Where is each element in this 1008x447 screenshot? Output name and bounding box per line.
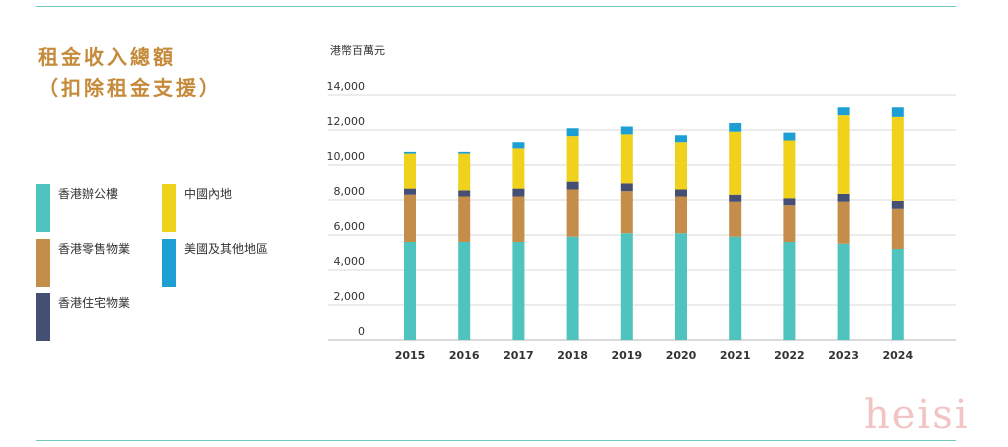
y-tick-label: 10,000 xyxy=(327,150,366,163)
top-rule xyxy=(36,6,956,7)
bar-segment xyxy=(566,236,579,340)
x-tick-label: 2020 xyxy=(666,349,697,362)
x-tick-label: 2016 xyxy=(449,349,480,362)
legend-swatch-hk-retail xyxy=(36,239,50,287)
legend-swatch-hk-office xyxy=(36,184,50,232)
bar-segment xyxy=(566,181,579,190)
bar-segment xyxy=(783,242,796,340)
bar-segment xyxy=(837,193,850,202)
legend-label-hk-office: 香港辦公樓 xyxy=(58,187,119,201)
bar-segment xyxy=(675,196,687,234)
x-tick-label: 2019 xyxy=(611,349,642,362)
bar-segment xyxy=(566,128,579,137)
x-tick-label: 2018 xyxy=(557,349,588,362)
bar-segment xyxy=(404,242,416,340)
bar-segment xyxy=(620,233,633,340)
bar-segment xyxy=(458,190,471,197)
legend-swatch-hk-residential xyxy=(36,293,50,341)
bar-segment xyxy=(783,140,796,199)
x-tick-label: 2022 xyxy=(774,349,805,362)
bar-segment xyxy=(783,198,796,206)
bar-segment xyxy=(837,201,850,244)
legend-label-hk-retail: 香港零售物業 xyxy=(58,242,131,256)
bar-segment xyxy=(404,194,416,242)
bar-segment xyxy=(837,243,850,340)
x-tick-label: 2017 xyxy=(503,349,534,362)
bar-segment xyxy=(729,236,742,340)
x-tick-label: 2024 xyxy=(882,349,913,362)
y-tick-label: 6,000 xyxy=(334,220,366,233)
bar-segment xyxy=(729,131,742,195)
y-tick-label: 14,000 xyxy=(327,80,366,93)
bar-segment xyxy=(783,205,796,242)
bar-segment xyxy=(891,208,904,249)
x-tick-label: 2023 xyxy=(828,349,859,362)
watermark: heisi xyxy=(864,392,970,438)
bar-segment xyxy=(512,142,525,149)
bar-segment xyxy=(512,148,525,189)
bar-segment xyxy=(620,183,633,192)
bar-segment xyxy=(458,196,471,242)
y-tick-label: 8,000 xyxy=(334,185,366,198)
bar-segment xyxy=(512,196,525,242)
y-tick-label: 4,000 xyxy=(334,255,366,268)
bar-segment xyxy=(837,107,850,116)
bar-segment xyxy=(675,233,687,340)
y-tick-label: 0 xyxy=(358,325,365,338)
bar-segment xyxy=(783,132,796,141)
legend-label-mainland: 中國內地 xyxy=(184,187,233,201)
unit-label: 港幣百萬元 xyxy=(330,44,385,57)
bar-segment xyxy=(729,123,742,132)
bar-segment xyxy=(404,188,416,195)
x-tick-label: 2021 xyxy=(720,349,751,362)
y-tick-label: 2,000 xyxy=(334,290,366,303)
bar-segment xyxy=(566,136,579,182)
bar-segment xyxy=(458,153,471,191)
bar-segment xyxy=(675,189,687,197)
bar-segment xyxy=(404,151,416,154)
bar-segment xyxy=(891,200,904,209)
bar-segment xyxy=(458,242,471,340)
legend-label-us-other: 美國及其他地區 xyxy=(184,242,269,256)
bar-segment xyxy=(620,134,633,184)
bar-segment xyxy=(729,194,742,202)
bar-segment xyxy=(512,242,525,340)
chart-subtitle: （扣除租金支援） xyxy=(38,76,222,100)
bar-segment xyxy=(566,189,579,237)
bar-segment xyxy=(458,151,471,154)
bar-segment xyxy=(512,188,525,197)
legend-swatch-us-other xyxy=(162,239,176,287)
bar-segment xyxy=(891,116,904,201)
bar-segment xyxy=(675,142,687,190)
bar-segment xyxy=(891,107,904,117)
chart-title: 租金收入總額 xyxy=(38,45,176,69)
bottom-rule xyxy=(36,440,956,441)
x-tick-label: 2015 xyxy=(395,349,426,362)
y-tick-label: 12,000 xyxy=(327,115,366,128)
bar-segment xyxy=(404,153,416,189)
bar-segment xyxy=(891,249,904,340)
bar-segment xyxy=(620,126,633,135)
bar-segment xyxy=(620,191,633,234)
bar-segment xyxy=(837,115,850,194)
legend-label-hk-residential: 香港住宅物業 xyxy=(58,296,131,310)
bar-segment xyxy=(675,135,687,143)
legend-swatch-mainland xyxy=(162,184,176,232)
bar-segment xyxy=(729,201,742,237)
